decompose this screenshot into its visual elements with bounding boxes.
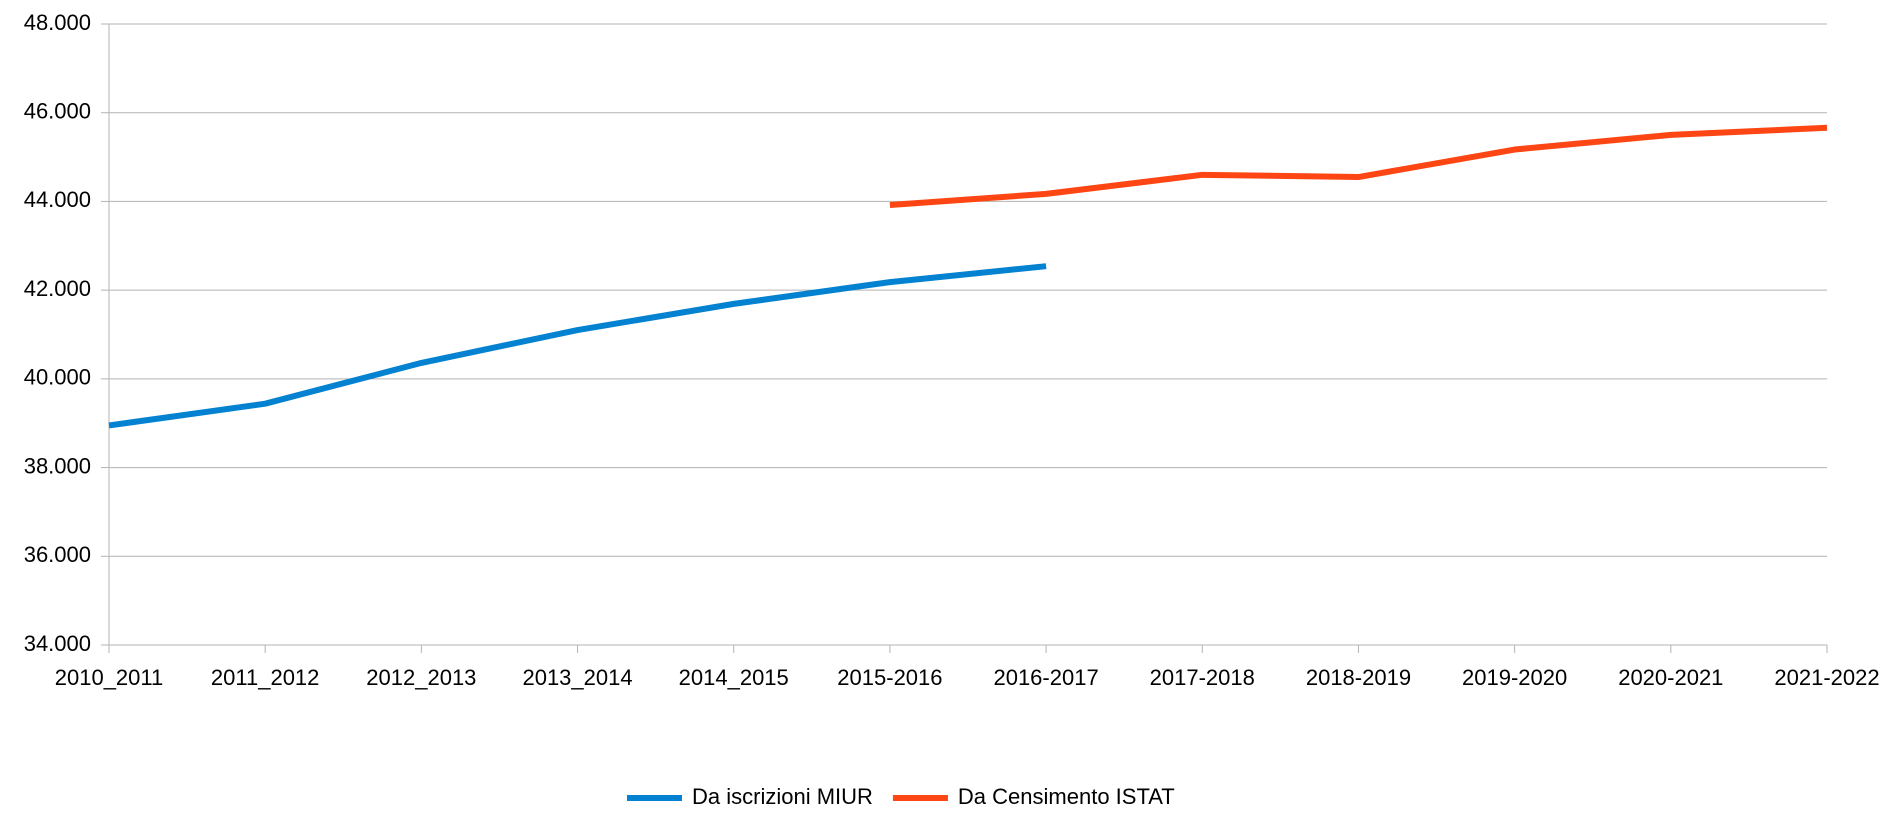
series-line: [108, 263, 1047, 429]
y-tick-label: 46.000: [24, 99, 91, 124]
y-tick-label: 40.000: [24, 365, 91, 390]
y-tick-label: 34.000: [24, 631, 91, 656]
x-tick-label: 2017-2018: [1150, 665, 1255, 690]
y-tick-label: 44.000: [24, 187, 91, 212]
x-tick-label: 2014_2015: [679, 665, 789, 690]
series-line: [889, 124, 1828, 208]
x-tick-label: 2019-2020: [1462, 665, 1567, 690]
x-tick-label: 2011_2012: [211, 665, 320, 690]
y-tick-label: 42.000: [24, 276, 91, 301]
x-tick-label: 2018-2019: [1306, 665, 1411, 690]
x-tick-label: 2013_2014: [522, 665, 632, 690]
x-tick-label: 2021-2022: [1774, 665, 1879, 690]
y-tick-label: 48.000: [24, 10, 91, 35]
legend-label: Da iscrizioni MIUR: [692, 784, 873, 809]
x-tick-label: 2015-2016: [837, 665, 942, 690]
y-tick-label: 36.000: [24, 542, 91, 567]
legend-label: Da Censimento ISTAT: [958, 784, 1175, 809]
x-tick-label: 2016-2017: [993, 665, 1098, 690]
y-tick-label: 38.000: [24, 453, 91, 478]
x-tick-label: 2020-2021: [1618, 665, 1723, 690]
x-tick-label: 2010_2011: [55, 665, 164, 690]
x-tick-label: 2012_2013: [366, 665, 476, 690]
